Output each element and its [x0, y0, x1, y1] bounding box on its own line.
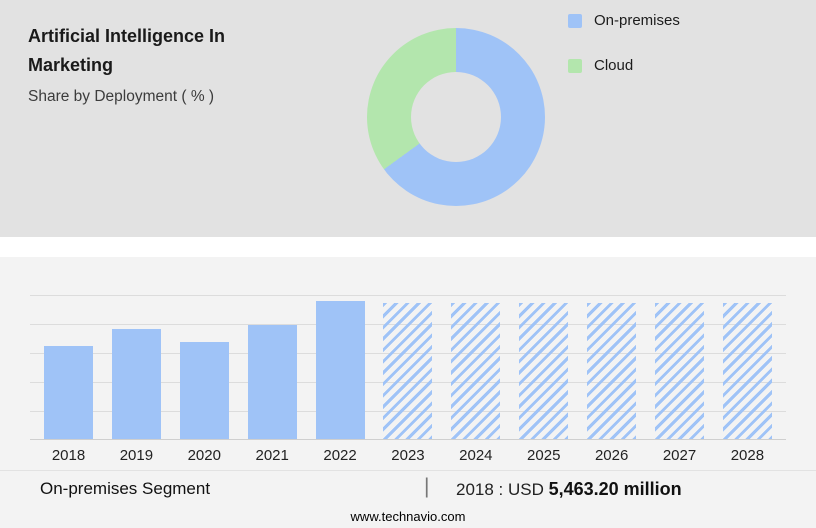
donut-hole [411, 72, 501, 162]
on-premises-swatch [568, 13, 582, 28]
legend-label-cloud: Cloud [594, 57, 634, 74]
segment-label: On-premises Segment [40, 479, 211, 498]
x-label-2025: 2025 [527, 447, 561, 464]
bar-2021 [247, 324, 297, 439]
x-label-2020: 2020 [187, 447, 221, 464]
bar-2025 [519, 302, 569, 439]
x-label-2019: 2019 [119, 447, 154, 464]
bar-series [30, 295, 786, 439]
x-label-2027: 2027 [662, 447, 697, 464]
x-label-2021: 2021 [255, 447, 289, 464]
donut-legend: On-premises Cloud [568, 12, 680, 102]
bar-2022 [315, 300, 365, 439]
donut-chart-wrap [367, 28, 545, 206]
legend-item-cloud: Cloud [568, 57, 680, 74]
x-axis-underline [0, 470, 816, 471]
page-title-line2: Marketing [28, 55, 114, 75]
cloud-swatch [568, 58, 582, 73]
stat-2018: 2018 : USD 5,463.20 million [456, 479, 682, 500]
bar-2023 [383, 302, 433, 439]
page-title-line1: Artificial Intelligence In [28, 26, 226, 46]
legend-label-on-premises: On-premises [594, 12, 680, 29]
x-label-2026: 2026 [594, 447, 629, 464]
top-panel: Artificial Intelligence In Marketing Sha… [0, 0, 816, 237]
bar-chart-plot [30, 295, 786, 440]
stat-separator: | [424, 475, 430, 498]
page-title: Artificial Intelligence In Marketing [28, 22, 225, 80]
bar-2028 [722, 302, 772, 439]
legend-item-on-premises: On-premises [568, 12, 680, 29]
x-label-2022: 2022 [323, 447, 357, 464]
bottom-panel: 2018 2019 2020 2021 2022 2023 2024 2025 2026 2027… [0, 257, 816, 528]
bar-2024 [451, 302, 501, 439]
x-label-2018: 2018 [51, 447, 86, 464]
bar-2018 [44, 346, 93, 439]
bar-2019 [111, 328, 161, 439]
stat-prefix: 2018 : USD [456, 480, 549, 499]
stat-value: 5,463.20 million [548, 479, 682, 499]
header: Artificial Intelligence In Marketing Sha… [28, 22, 225, 106]
bar-2026 [587, 302, 637, 439]
website-link[interactable]: www.technavio.com [350, 509, 466, 524]
x-label-2024: 2024 [459, 447, 493, 464]
x-label-2028: 2028 [730, 447, 765, 464]
bar-2027 [655, 302, 705, 439]
x-axis-labels: 2018 2019 2020 2021 2022 2023 2024 2025 2026 2027… [30, 447, 786, 464]
x-label-2023: 2023 [391, 447, 425, 464]
page-subtitle: Share by Deployment ( % ) [28, 88, 215, 105]
bar-2020 [179, 342, 229, 439]
